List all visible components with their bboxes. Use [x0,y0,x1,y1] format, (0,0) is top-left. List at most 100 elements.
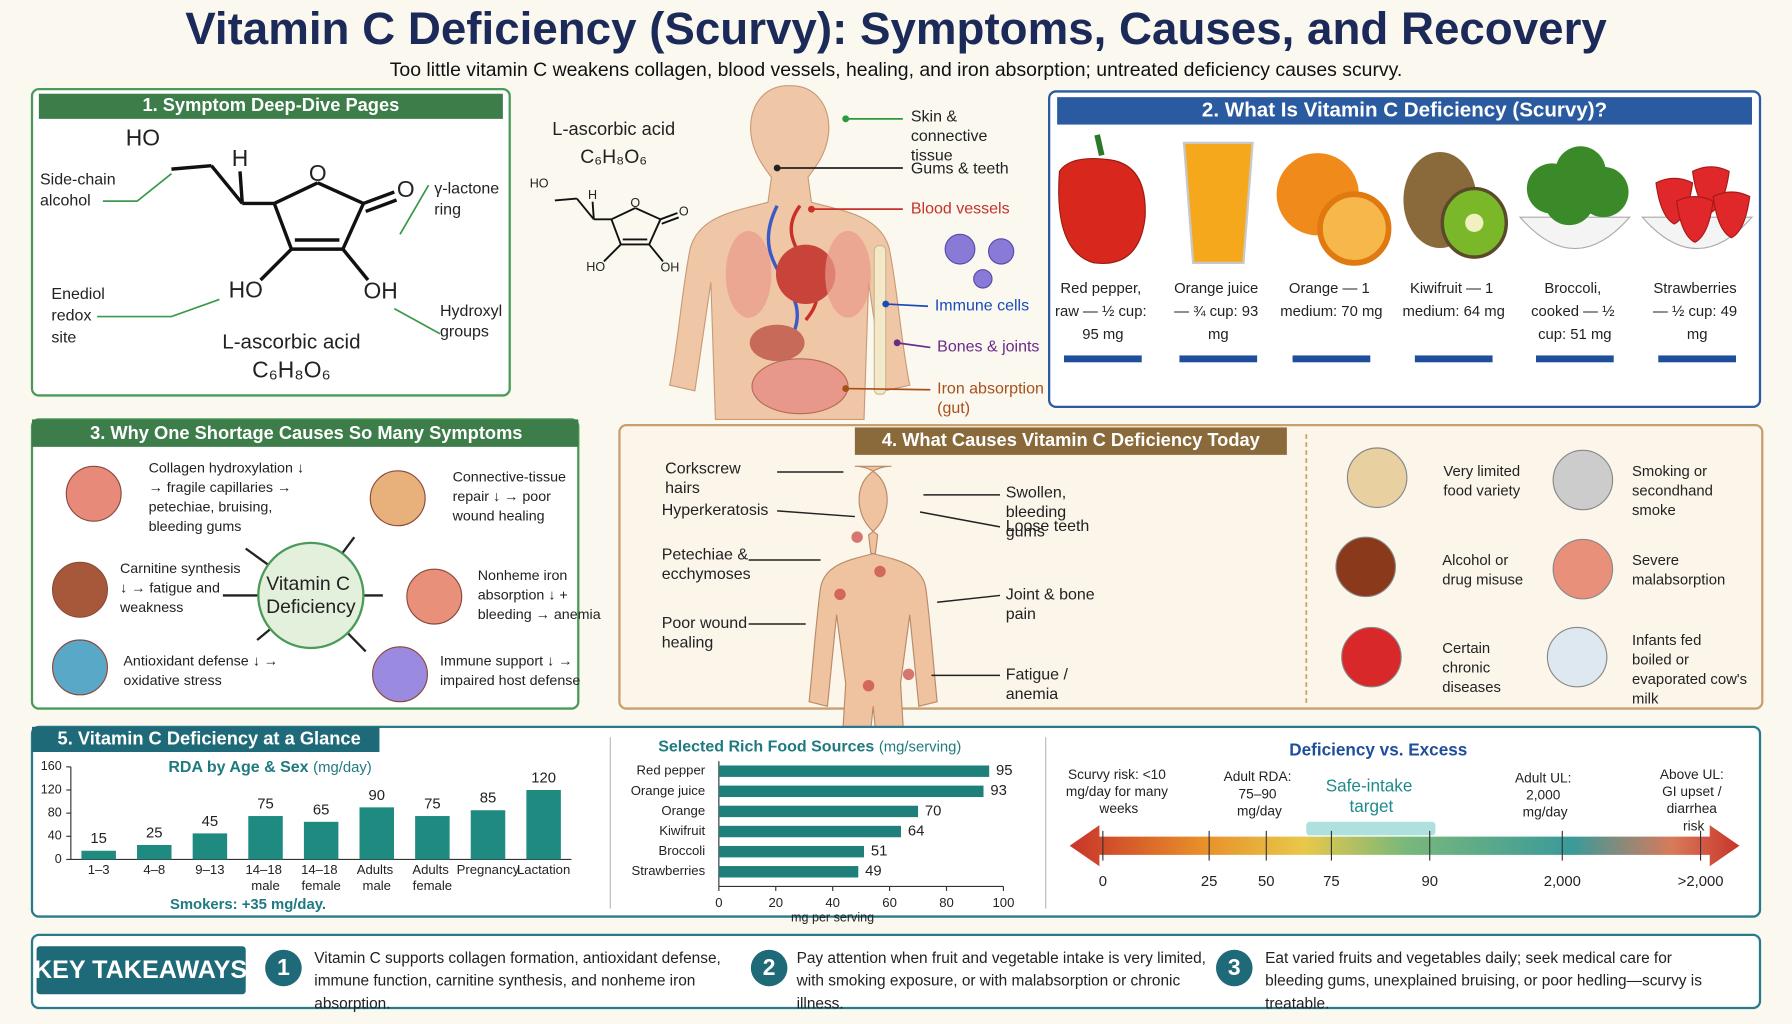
panel-header [1057,97,1752,125]
panel-header [854,427,1287,455]
body-label: Iron absorption (gut) [937,381,1048,417]
panel-title: 2. What Is Vitamin C Deficiency (Scurvy)… [1202,98,1607,121]
atom-label: HO [586,260,605,274]
x-tick-label: Pregnancy [457,862,520,877]
cause-label: Infants fed boiled or evaporated cow's m… [1632,633,1751,707]
x-tick-label: 60 [882,895,897,910]
panel-header [32,419,579,447]
takeaway-number: 2 [763,954,776,980]
value-label: 65 [313,802,330,818]
food-bar [1414,355,1493,363]
center-label: Vitamin C Deficiency [266,573,356,618]
food-bar [1179,355,1258,363]
bond [554,197,577,202]
lung [725,230,772,318]
stomach [749,324,805,362]
leader-line [885,303,929,308]
bar [303,821,339,860]
panel [30,725,1762,918]
y-tick-label: 40 [48,829,62,843]
leader-dot [893,339,901,347]
atom-label: O [630,196,640,210]
molecule-formula: C₆H₈O₆ [252,356,331,382]
bond [259,247,293,282]
mechanism-icon [406,568,463,625]
center-node [257,541,365,650]
x-tick-label: 0 [715,895,722,910]
x-tick-label: 40 [825,895,840,910]
bond [171,164,212,171]
bar [359,807,395,860]
mechanism-icon [52,561,108,618]
body-label: Bones & joints [937,339,1039,356]
bar [192,833,228,860]
value-label: 90 [369,788,386,804]
leader-line [937,594,1001,604]
molecule-name: L-ascorbic acid [552,118,675,139]
scale-tick-label: 25 [1201,874,1218,890]
body-label: Gums & teeth [911,160,1009,177]
atom-label: OH [660,261,679,275]
food-illustration [1518,216,1631,249]
bond [660,212,678,221]
food-label: Orange juice — ¾ cup: 93 mg [1174,281,1262,343]
number-badge [265,949,302,987]
scale-tick-label: 90 [1421,874,1438,890]
panel [30,88,511,397]
annotation-arrow [399,184,430,235]
leader-dot [773,164,781,172]
symptom-label: Joint & bone pain [1006,587,1099,623]
mechanism-icon [372,646,428,703]
scale-note: Adult RDA: 75–90 mg/day [1224,769,1296,818]
scale-note: Above UL: GI upset / diarrhea risk [1660,766,1728,832]
atom-label: O [679,205,689,219]
atom-label: H [232,145,249,171]
food-label: Broccoli, cooked — ½ cup: 51 mg [1531,281,1618,343]
y-tick-label: Strawberries [631,863,705,878]
x-tick-label: Lactation [517,862,570,877]
leader-line [845,387,931,391]
chart-title: RDA by Age & Sex [168,759,308,776]
value-label: 70 [925,803,942,819]
panel-header [32,726,380,752]
x-tick-label: 80 [939,895,954,910]
leader-line [897,342,931,349]
cause-label: Severe malabsorption [1632,553,1725,588]
value-label: 93 [990,783,1007,799]
cause-icon [1346,447,1408,508]
mechanism-text: Connective-tissue repair ↓ → poor wound … [452,469,570,524]
x-tick-label: Adults female [412,862,452,893]
takeaways-title: KEY TAKEAWAYS [34,956,247,984]
bar [718,825,901,838]
y-tick-label: 80 [48,805,62,819]
x-tick-label: 1–3 [88,862,110,877]
value-label: 25 [146,825,163,841]
annotation: γ-lactone ring [434,181,503,219]
food-label: Red pepper, raw — ½ cup: 95 mg [1055,281,1151,343]
chart-unit: (mg/day) [313,760,372,776]
immune-cell [944,233,976,265]
food-illustration [1544,174,1595,226]
value-label: 15 [90,831,107,847]
mechanism-text: Nonheme iron absorption ↓ + bleeding → a… [478,568,601,623]
page-subtitle: Too little vitamin C weakens collagen, b… [390,59,1403,81]
takeaway-badge [36,946,246,995]
scale-title: Deficiency vs. Excess [1289,739,1467,759]
body-label: Blood vessels [911,200,1010,217]
x-tick-label: 14–18 male [245,862,285,893]
annotation-arrow [97,298,220,318]
x-axis-label: mg per serving [791,911,874,925]
bar [718,866,859,878]
cause-icon [1546,626,1608,688]
symptom-label: Corkscrew hairs [665,461,745,497]
bar [718,805,919,818]
atom-label: HO [126,124,160,150]
heart-organ [776,244,836,304]
bar [470,810,506,860]
bar [415,816,450,860]
annotation-arrow [393,307,441,335]
cause-label: Smoking or secondhand smoke [1632,464,1717,519]
bond [661,216,680,225]
